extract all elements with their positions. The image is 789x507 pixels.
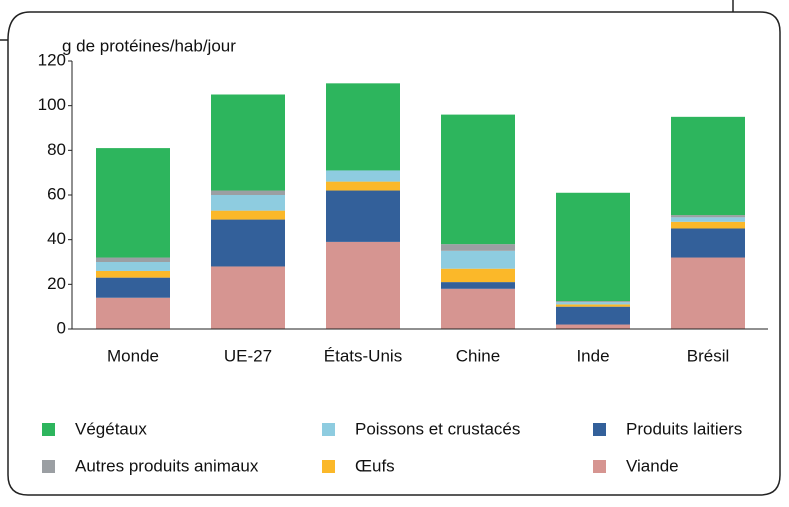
bar-segment (556, 192, 630, 302)
y-tick-label: 100 (38, 95, 66, 114)
bar-segment (96, 257, 170, 262)
bar-segment (671, 217, 745, 222)
y-tick-label: 120 (38, 50, 66, 69)
bar-segment (326, 83, 400, 171)
bar-segment (556, 304, 630, 307)
bar-segment (556, 302, 630, 305)
bar-segment (96, 148, 170, 258)
y-tick-label: 20 (47, 274, 66, 293)
bar-segment (211, 190, 285, 195)
legend-swatch (593, 460, 606, 473)
legend-swatch (42, 423, 55, 436)
bar-segment (671, 228, 745, 258)
bar-segment (211, 219, 285, 267)
x-tick-label: UE-27 (224, 346, 272, 365)
legend-label: Viande (626, 456, 679, 475)
legend-swatch (593, 423, 606, 436)
legend-swatch (42, 460, 55, 473)
y-tick-label: 60 (47, 184, 66, 203)
bar-segment (441, 244, 515, 251)
bar-segment (671, 221, 745, 229)
x-tick-label: Brésil (687, 346, 730, 365)
x-tick-label: Chine (456, 346, 500, 365)
frame (7, 11, 781, 496)
legend-swatch (322, 423, 335, 436)
bar-segment (96, 277, 170, 298)
legend-label: Végétaux (75, 419, 147, 438)
bar-segment (211, 266, 285, 329)
bar-segment (326, 170, 400, 182)
legend-label: Produits laitiers (626, 419, 742, 438)
bar-segment (441, 250, 515, 269)
bar-segment (671, 215, 745, 218)
legend-label: Poissons et crustacés (355, 419, 520, 438)
y-tick-label: 80 (47, 140, 66, 159)
bar-segment (96, 297, 170, 329)
legend-swatch (322, 460, 335, 473)
y-axis-label: g de protéines/hab/jour (62, 36, 236, 55)
x-tick-label: États-Unis (324, 346, 402, 365)
bar-segment (441, 288, 515, 329)
bar-segment (441, 114, 515, 245)
legend-label: Autres produits animaux (75, 456, 259, 475)
x-tick-label: Inde (576, 346, 609, 365)
bar-segment (556, 324, 630, 329)
bar-segment (441, 282, 515, 289)
bar-segment (326, 181, 400, 191)
bar-segment (326, 190, 400, 242)
bar-segment (671, 257, 745, 329)
bar-segment (96, 270, 170, 278)
x-tick-label: Monde (107, 346, 159, 365)
bar-segment (671, 116, 745, 216)
y-tick-label: 0 (57, 318, 66, 337)
bar-segment (441, 268, 515, 283)
bar-segment (556, 301, 630, 303)
bar-segment (96, 262, 170, 271)
bar-segment (326, 241, 400, 329)
bar-segment (211, 195, 285, 211)
bar-segment (211, 94, 285, 191)
bar-segment (211, 210, 285, 220)
y-tick-label: 40 (47, 229, 66, 248)
bar-segment (556, 306, 630, 325)
legend-label: Œufs (355, 456, 395, 475)
